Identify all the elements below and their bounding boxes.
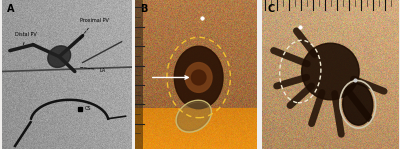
- Text: B: B: [140, 4, 148, 14]
- Text: Proximal PV: Proximal PV: [79, 18, 109, 40]
- Text: C: C: [268, 4, 275, 14]
- Ellipse shape: [48, 46, 71, 67]
- Text: LA: LA: [80, 67, 106, 73]
- Ellipse shape: [302, 43, 359, 100]
- Text: Distal PV: Distal PV: [15, 32, 37, 45]
- Ellipse shape: [174, 46, 223, 109]
- Ellipse shape: [343, 83, 373, 125]
- Text: A: A: [7, 4, 15, 14]
- Ellipse shape: [191, 70, 206, 85]
- Text: CS: CS: [85, 106, 92, 111]
- Ellipse shape: [177, 102, 210, 131]
- Ellipse shape: [185, 63, 212, 92]
